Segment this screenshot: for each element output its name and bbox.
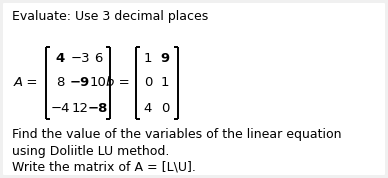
Text: 12: 12 — [71, 101, 88, 114]
FancyBboxPatch shape — [3, 3, 385, 175]
Text: Write the matrix of A = [L\U].: Write the matrix of A = [L\U]. — [12, 161, 196, 174]
Text: 10: 10 — [90, 77, 106, 90]
Text: −4: −4 — [50, 101, 70, 114]
Text: 6: 6 — [94, 51, 102, 64]
Text: 0: 0 — [161, 101, 169, 114]
Text: 4: 4 — [144, 101, 152, 114]
Text: 8: 8 — [56, 77, 64, 90]
Text: 1: 1 — [161, 77, 169, 90]
Text: 4: 4 — [55, 51, 65, 64]
Text: Evaluate: Use 3 decimal places: Evaluate: Use 3 decimal places — [12, 10, 208, 23]
Text: b =: b = — [106, 77, 130, 90]
Text: using Doliitle LU method.: using Doliitle LU method. — [12, 145, 170, 158]
Text: 0: 0 — [144, 77, 152, 90]
Text: A =: A = — [14, 77, 38, 90]
Text: 9: 9 — [160, 51, 170, 64]
Text: 1: 1 — [144, 51, 152, 64]
Text: −3: −3 — [70, 51, 90, 64]
Text: −9: −9 — [70, 77, 90, 90]
Text: −8: −8 — [88, 101, 108, 114]
Text: Find the value of the variables of the linear equation: Find the value of the variables of the l… — [12, 128, 341, 141]
